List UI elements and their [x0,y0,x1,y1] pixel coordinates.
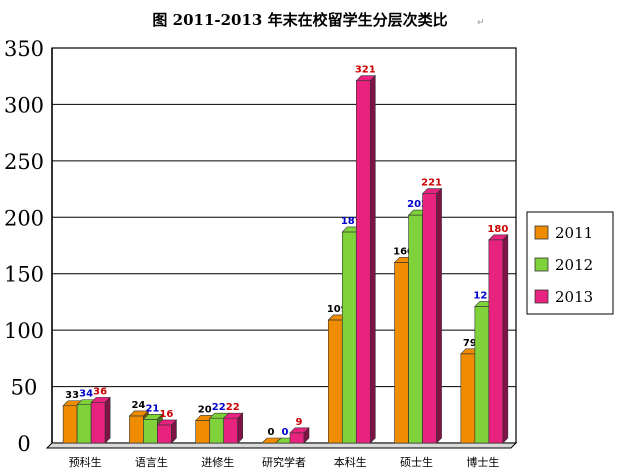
data-label: 321 [355,65,376,76]
data-label: 0 [282,427,289,438]
legend-label: 2011 [555,224,593,242]
data-label: 24 [131,400,145,411]
paragraph-mark: ↵ [477,18,485,28]
legend: 2011 2012 2013 [526,211,614,315]
bar-front [341,231,357,444]
data-label: 22 [226,402,240,413]
data-label: 187 [341,216,362,227]
x-tick-label: 本科生 [334,455,367,469]
bar [289,427,310,444]
y-tick-label: 100 [4,319,44,343]
data-label: 33 [65,390,79,401]
bar-front [422,193,437,444]
x-tick-label: 博士生 [466,455,499,469]
data-label: 16 [159,409,173,420]
y-tick-label: 0 [17,432,30,456]
plot-frame [51,47,517,444]
bar-front [355,80,371,444]
bar-side [369,75,376,444]
legend-label: 2013 [555,288,593,306]
bar-front [488,239,504,444]
bar-front [143,418,158,444]
bar-front [223,417,239,444]
bar-side [237,412,244,444]
y-tick-label: 200 [4,206,44,230]
data-label: 0 [268,427,275,438]
legend-swatch [534,257,549,272]
bar [488,234,509,444]
data-label: 160 [393,246,414,257]
bar [355,75,377,444]
chart-title: 图 2011-2013 年末在校留学生分层次类比 [152,11,447,29]
bar-side [104,396,111,444]
y-tick-label: 350 [4,37,44,61]
x-tick-label: 预科生 [69,455,102,469]
data-label: 22 [212,402,226,413]
data-label: 79 [463,338,477,349]
bar-side [502,234,509,444]
bar-front [289,432,305,444]
bar-front [90,402,106,444]
data-label: 180 [487,224,508,235]
data-label: 9 [296,417,303,428]
x-tick-label: 硕士生 [400,455,433,469]
bar-side [303,427,310,444]
x-tick-label: 语言生 [135,455,168,469]
data-label: 121 [473,290,494,301]
data-label: 221 [421,178,442,189]
y-tick-label: 150 [4,263,44,287]
bar [156,419,178,444]
plot-floor [45,442,518,449]
data-label: 202 [407,199,428,210]
bar-side [436,187,442,444]
bar [222,412,244,444]
y-tick-label: 50 [11,376,38,400]
x-tick-label: 进修生 [201,455,234,469]
bar-front [394,262,409,444]
bar-front [327,319,343,444]
legend-swatch [534,289,549,304]
data-label: 21 [145,403,159,414]
bar-front [195,420,211,444]
y-tick-label: 250 [4,150,44,174]
legend-label: 2012 [555,256,593,274]
bar [90,396,111,444]
y-tick-label: 300 [4,93,44,117]
bar-front [460,353,476,444]
bar-front [209,417,225,444]
data-label: 109 [327,304,348,315]
bar-side [171,419,177,444]
bar [421,187,443,444]
bar-front [408,214,423,444]
bar-front [474,306,490,444]
legend-swatch [534,225,549,240]
bar-front [62,405,78,444]
data-label: 20 [198,404,212,415]
data-label: 36 [93,386,107,397]
bar-front [157,424,172,444]
x-tick-label: 研究学者 [262,455,306,469]
bar-front [129,415,144,444]
bar-front [76,404,92,444]
data-label: 34 [79,389,93,400]
